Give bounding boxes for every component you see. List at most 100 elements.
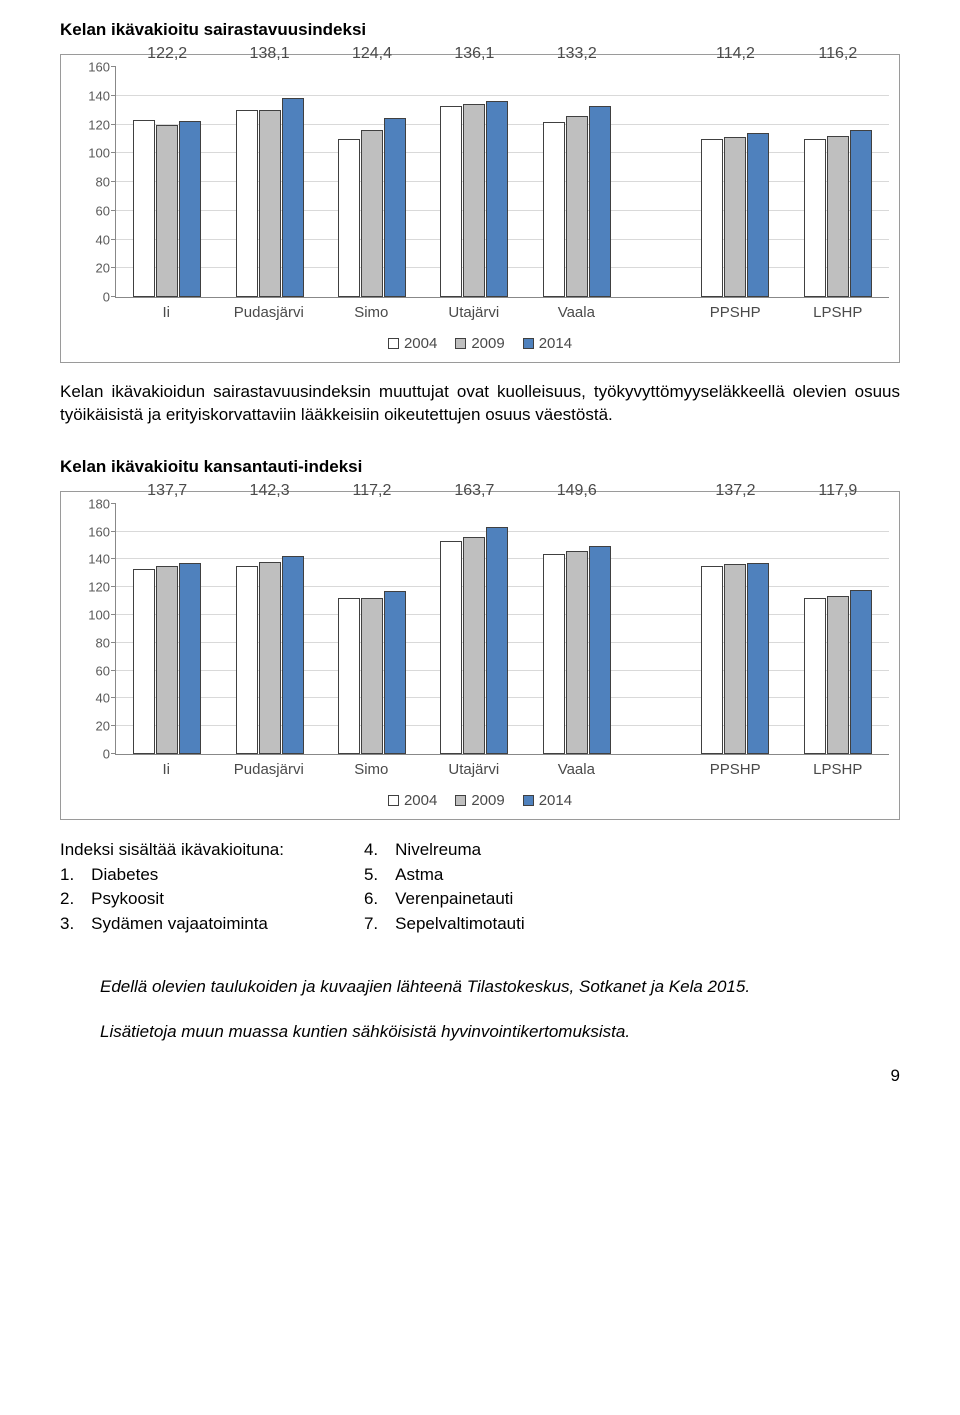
bar-value-label: 116,2	[818, 45, 857, 63]
bar	[156, 125, 178, 298]
ytick-label: 60	[96, 203, 110, 218]
bar-group: 142,3	[218, 504, 320, 754]
list-right-item: 6. Verenpainetauti	[364, 887, 525, 912]
legend-item: 2009	[455, 792, 504, 809]
chart-plot: 020406080100120140160180137,7142,3117,21…	[115, 504, 889, 755]
ytick-label: 100	[88, 146, 110, 161]
bar	[566, 551, 588, 754]
bar-group: 136,1	[423, 67, 525, 297]
bar	[850, 590, 872, 754]
bar	[338, 598, 360, 754]
bar-value-label: 122,2	[147, 45, 187, 63]
x-axis-label: Ii	[115, 304, 218, 321]
bar	[236, 566, 258, 754]
bar-group: 137,2	[684, 504, 786, 754]
bar	[282, 98, 304, 297]
page: Kelan ikävakioitu sairastavuusindeksi 02…	[0, 0, 960, 1116]
bar	[747, 133, 769, 297]
bar	[133, 569, 155, 754]
x-axis-label: Simo	[320, 304, 423, 321]
bar-value-label: 136,1	[454, 45, 494, 63]
x-axis-gap	[628, 304, 684, 321]
paragraph-1: Kelan ikävakioidun sairastavuusindeksin …	[60, 381, 900, 427]
bar	[486, 101, 508, 297]
ytick-label: 20	[96, 719, 110, 734]
bar	[440, 541, 462, 754]
bar-value-label: 163,7	[454, 482, 494, 500]
list-right-item: 5. Astma	[364, 863, 525, 888]
bar	[463, 104, 485, 297]
ytick-label: 160	[88, 60, 110, 75]
chart-legend: 200420092014	[71, 335, 889, 352]
list-left-item: 2. Psykoosit	[60, 887, 284, 912]
x-axis-label: Simo	[320, 761, 423, 778]
list-left-item: 1. Diabetes	[60, 863, 284, 888]
ytick-label: 60	[96, 663, 110, 678]
legend-swatch	[455, 338, 466, 349]
bar-groups: 122,2138,1124,4136,1133,2114,2116,2	[116, 67, 889, 297]
chart1-title: Kelan ikävakioitu sairastavuusindeksi	[60, 20, 900, 40]
chart2-title: Kelan ikävakioitu kansantauti-indeksi	[60, 457, 900, 477]
x-axis-label: LPSHP	[786, 761, 889, 778]
bar	[747, 563, 769, 754]
legend-label: 2004	[404, 335, 437, 352]
bar	[543, 554, 565, 754]
x-axis-label: Utajärvi	[423, 761, 526, 778]
bar-group: 133,2	[526, 67, 628, 297]
ytick-label: 40	[96, 691, 110, 706]
bar-value-label: 117,2	[353, 482, 392, 500]
x-axis-label: PPSHP	[684, 304, 787, 321]
bar	[282, 556, 304, 754]
bar	[804, 598, 826, 754]
bar	[724, 564, 746, 754]
ytick-label: 20	[96, 261, 110, 276]
bar	[463, 537, 485, 754]
ytick-label: 80	[96, 635, 110, 650]
bar	[566, 116, 588, 297]
ytick-label: 120	[88, 117, 110, 132]
index-lists: Indeksi sisältää ikävakioituna: 1. Diabe…	[60, 838, 900, 937]
x-axis-label: Pudasjärvi	[218, 304, 321, 321]
group-gap	[628, 504, 684, 754]
bar-group: 163,7	[423, 504, 525, 754]
ytick-label: 180	[88, 496, 110, 511]
bar	[384, 118, 406, 297]
bar-group: 138,1	[218, 67, 320, 297]
ytick-label: 120	[88, 580, 110, 595]
ytick-label: 0	[103, 746, 110, 761]
legend-item: 2014	[523, 335, 572, 352]
list-left-item: 3. Sydämen vajaatoiminta	[60, 912, 284, 937]
bar-value-label: 133,2	[557, 45, 597, 63]
list-right-item: 4. Nivelreuma	[364, 838, 525, 863]
bar-value-label: 117,9	[818, 482, 857, 500]
x-axis-label: Vaala	[525, 761, 628, 778]
legend-swatch	[523, 795, 534, 806]
bar-value-label: 149,6	[557, 482, 597, 500]
x-axis-label: Utajärvi	[423, 304, 526, 321]
bar	[259, 110, 281, 297]
bar	[384, 591, 406, 754]
ytick-label: 140	[88, 552, 110, 567]
ytick-label: 0	[103, 290, 110, 305]
legend-item: 2014	[523, 792, 572, 809]
list-left: Indeksi sisältää ikävakioituna: 1. Diabe…	[60, 838, 284, 937]
x-axis-labels: IiPudasjärviSimoUtajärviVaalaPPSHPLPSHP	[115, 761, 889, 778]
legend-label: 2004	[404, 792, 437, 809]
bar-value-label: 142,3	[250, 482, 290, 500]
bar-value-label: 114,2	[716, 45, 755, 63]
chart1-box: 020406080100120140160122,2138,1124,4136,…	[60, 54, 900, 363]
bar	[440, 106, 462, 297]
bar-group: 117,9	[787, 504, 889, 754]
bar	[589, 546, 611, 754]
bar	[804, 139, 826, 297]
bar	[236, 110, 258, 297]
x-axis-gap	[628, 761, 684, 778]
ytick-label: 140	[88, 88, 110, 103]
bar	[486, 527, 508, 754]
legend-swatch	[523, 338, 534, 349]
ytick-label: 40	[96, 232, 110, 247]
chart1: 020406080100120140160122,2138,1124,4136,…	[71, 67, 889, 352]
bar-value-label: 138,1	[250, 45, 290, 63]
bar	[724, 137, 746, 297]
bar	[850, 130, 872, 297]
